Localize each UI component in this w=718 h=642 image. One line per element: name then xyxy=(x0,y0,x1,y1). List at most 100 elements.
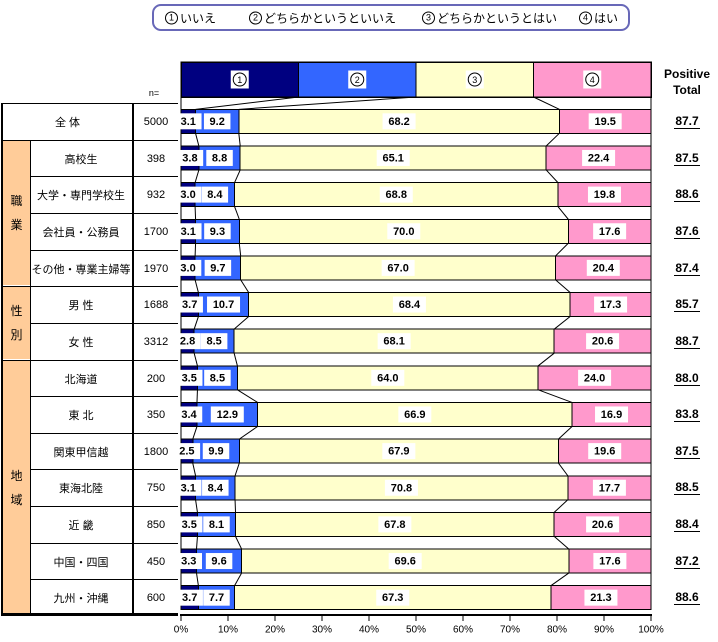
bar-value-label: 9.9 xyxy=(208,446,223,458)
bar-value-label: 3.7 xyxy=(182,592,197,604)
bar-value-label: 3.4 xyxy=(181,409,197,421)
row-label: 近 畿 xyxy=(68,519,94,532)
bar-value-box xyxy=(174,186,202,203)
circled-number-icon xyxy=(585,72,600,87)
table-grid-line xyxy=(30,213,178,214)
x-axis-tick-label: 100% xyxy=(638,625,664,636)
x-axis-tick-label: 70% xyxy=(500,625,520,636)
bar-value-label: 67.3 xyxy=(382,592,403,604)
row-label: 中国・四国 xyxy=(53,556,109,569)
table-grid-line xyxy=(1,103,178,104)
positive-total-header-line2: Total xyxy=(673,83,701,97)
bar-value-box xyxy=(582,149,616,166)
row-n: 1970 xyxy=(143,262,169,275)
table-grid-line xyxy=(30,579,178,580)
legend-item-label: どちらかというとはい xyxy=(437,11,558,25)
circled-1-icon: 1 xyxy=(165,11,178,24)
row-n: 398 xyxy=(146,152,166,165)
bar-value-box xyxy=(578,369,612,386)
row-n: 850 xyxy=(146,518,166,531)
bar-value-label: 3.1 xyxy=(181,226,196,238)
series-line xyxy=(545,132,560,147)
bar-value-box xyxy=(382,113,416,130)
series-line xyxy=(238,96,417,110)
positive-total-number: 85.7 xyxy=(674,297,700,312)
bar-value-box xyxy=(387,223,421,240)
row-n: 200 xyxy=(146,372,166,385)
bar-value-label: 3.0 xyxy=(180,262,195,274)
series-line xyxy=(538,389,573,403)
row-n: 932 xyxy=(146,188,166,201)
positive-total-number: 88.5 xyxy=(674,480,700,495)
bar-value-label: 3.3 xyxy=(181,556,196,568)
bar-value-label: 8.8 xyxy=(212,152,227,164)
bar-value-label: 19.6 xyxy=(594,446,615,458)
bar-value-label: 67.9 xyxy=(388,446,409,458)
bar-value-box xyxy=(588,443,622,460)
series-line xyxy=(238,426,258,440)
row-n: 1800 xyxy=(143,445,169,458)
bar-value-box xyxy=(204,369,231,386)
bar-value-box xyxy=(175,369,203,386)
series-line xyxy=(195,96,299,110)
bar-value-box xyxy=(204,259,232,276)
table-grid-line xyxy=(30,433,178,434)
positive-total-value: 88.0 xyxy=(658,360,716,397)
bar-value-label: 24.0 xyxy=(584,372,605,384)
positive-total-number: 87.4 xyxy=(674,261,700,276)
positive-total-header-line1: Positive xyxy=(663,67,711,81)
bar-value-label: 70.0 xyxy=(393,226,414,238)
row-label: 北海道 xyxy=(64,373,98,386)
bar-value-label: 8.5 xyxy=(206,336,221,348)
series-line xyxy=(235,536,243,550)
row-label: 高校生 xyxy=(64,153,98,166)
row-n: 450 xyxy=(146,555,166,568)
bar-value-box xyxy=(592,479,626,496)
bar-value-label: 17.6 xyxy=(599,226,620,238)
header-mark-number: 1 xyxy=(237,75,242,85)
row-n: 1688 xyxy=(143,298,169,311)
positive-total-header: Positive Total xyxy=(656,66,718,98)
series-line xyxy=(238,243,242,256)
bar-value-label: 19.5 xyxy=(594,116,615,128)
series-line xyxy=(196,572,199,586)
bar-value-label: 16.9 xyxy=(601,409,622,421)
row-n: 750 xyxy=(146,481,166,494)
positive-total-value: 87.5 xyxy=(658,140,716,177)
bar-value-label: 10.7 xyxy=(213,299,234,311)
bar-value-box xyxy=(174,333,201,350)
circled-3-icon: 3 xyxy=(422,11,435,24)
table-grid-line xyxy=(1,613,178,616)
series-line xyxy=(194,279,199,293)
bar-value-box xyxy=(207,296,241,313)
bar-value-label: 9.2 xyxy=(210,116,225,128)
row-label: 東海北陸 xyxy=(59,482,103,495)
bar-value-box xyxy=(376,149,410,166)
row-label: 大学・専門学校生 xyxy=(37,189,125,202)
bar-value-box xyxy=(204,223,231,240)
table-grid-line xyxy=(1,140,178,141)
positive-total-number: 87.7 xyxy=(674,114,700,129)
bar-value-label: 17.7 xyxy=(599,482,620,494)
series-line xyxy=(234,169,241,183)
row-label: 関東甲信越 xyxy=(53,446,109,459)
group-label: 性 別 xyxy=(3,287,30,359)
legend-item: 3 どちらかというとはい xyxy=(422,9,557,26)
circled-number-icon xyxy=(350,72,365,87)
legend-item: 4 はい xyxy=(579,9,618,26)
header-mark-number: 2 xyxy=(355,75,360,85)
row-label: 東 北 xyxy=(68,409,94,422)
positive-total-value: 88.7 xyxy=(658,323,716,360)
bar-value-label: 9.3 xyxy=(210,226,225,238)
positive-total-number: 87.6 xyxy=(674,224,700,239)
series-line xyxy=(192,462,197,476)
bar-value-label: 3.8 xyxy=(182,152,197,164)
bar-value-label: 70.8 xyxy=(391,482,412,494)
table-grid-line xyxy=(30,140,31,616)
bar-value-label: 8.4 xyxy=(208,482,224,494)
bar-value-box xyxy=(175,516,203,533)
series-line xyxy=(193,353,198,366)
bar-value-box xyxy=(203,516,230,533)
bar-value-box xyxy=(206,149,233,166)
bar-value-label: 67.0 xyxy=(387,262,408,274)
